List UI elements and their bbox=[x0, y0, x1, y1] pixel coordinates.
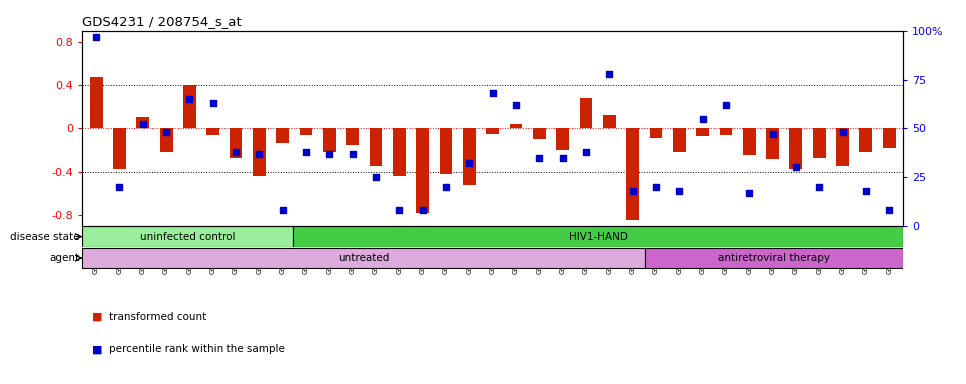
Point bbox=[205, 100, 220, 106]
Point bbox=[742, 190, 757, 196]
Bar bbox=[207, 128, 219, 135]
Bar bbox=[323, 128, 336, 152]
Point bbox=[298, 149, 314, 155]
Point bbox=[439, 184, 454, 190]
Point bbox=[322, 151, 337, 157]
Point bbox=[182, 96, 197, 102]
Point bbox=[368, 174, 384, 180]
Point bbox=[415, 207, 431, 214]
Bar bbox=[393, 128, 406, 176]
Bar bbox=[766, 128, 779, 159]
Bar bbox=[789, 128, 803, 169]
Point bbox=[345, 151, 360, 157]
Point bbox=[765, 131, 781, 137]
Bar bbox=[82, 226, 294, 247]
Bar bbox=[696, 128, 709, 136]
Point bbox=[811, 184, 827, 190]
Text: ■: ■ bbox=[92, 312, 102, 322]
Point bbox=[275, 207, 291, 214]
Point bbox=[579, 149, 594, 155]
Bar bbox=[346, 128, 359, 144]
Point bbox=[88, 33, 103, 40]
Bar bbox=[370, 128, 383, 166]
Bar bbox=[860, 128, 872, 152]
Bar bbox=[533, 128, 546, 139]
Bar bbox=[837, 128, 849, 166]
Bar bbox=[743, 128, 755, 156]
Bar bbox=[603, 115, 615, 128]
Bar bbox=[463, 128, 475, 185]
Bar bbox=[580, 98, 592, 128]
Point bbox=[882, 207, 897, 214]
Bar bbox=[645, 248, 903, 268]
Bar bbox=[82, 248, 645, 268]
Point bbox=[531, 154, 547, 161]
Point bbox=[252, 151, 268, 157]
Point bbox=[462, 161, 477, 167]
Bar bbox=[486, 128, 499, 134]
Text: transformed count: transformed count bbox=[109, 312, 207, 322]
Point bbox=[648, 184, 664, 190]
Point bbox=[835, 129, 850, 135]
Point bbox=[788, 164, 804, 170]
Point bbox=[135, 121, 151, 127]
Bar bbox=[159, 128, 173, 152]
Text: percentile rank within the sample: percentile rank within the sample bbox=[109, 344, 285, 354]
Point bbox=[228, 149, 243, 155]
Bar bbox=[113, 128, 126, 169]
Text: disease state: disease state bbox=[11, 232, 80, 242]
Point bbox=[602, 71, 617, 77]
Text: uninfected control: uninfected control bbox=[140, 232, 236, 242]
Text: ■: ■ bbox=[92, 344, 102, 354]
Point bbox=[508, 102, 524, 108]
Point bbox=[554, 154, 570, 161]
Bar bbox=[626, 128, 639, 220]
Bar bbox=[230, 128, 242, 157]
Bar bbox=[440, 128, 452, 174]
Bar bbox=[720, 128, 732, 135]
Bar bbox=[90, 77, 102, 128]
Point bbox=[158, 129, 174, 135]
Point bbox=[485, 90, 500, 96]
Bar bbox=[510, 124, 523, 128]
Bar bbox=[253, 128, 266, 176]
Point bbox=[718, 102, 733, 108]
Text: untreated: untreated bbox=[338, 253, 389, 263]
Text: agent: agent bbox=[49, 253, 80, 263]
Bar bbox=[183, 85, 196, 128]
Point bbox=[625, 188, 640, 194]
Bar bbox=[276, 128, 289, 144]
Text: GDS4231 / 208754_s_at: GDS4231 / 208754_s_at bbox=[82, 15, 242, 28]
Text: antiretroviral therapy: antiretroviral therapy bbox=[718, 253, 830, 263]
Bar bbox=[883, 128, 895, 148]
Bar bbox=[299, 128, 312, 135]
Bar bbox=[812, 128, 826, 157]
Point bbox=[671, 188, 687, 194]
Point bbox=[391, 207, 407, 214]
Text: HIV1-HAND: HIV1-HAND bbox=[569, 232, 628, 242]
Bar bbox=[136, 118, 149, 128]
Bar bbox=[673, 128, 686, 152]
Point bbox=[112, 184, 128, 190]
Bar bbox=[416, 128, 429, 213]
Bar bbox=[649, 128, 663, 138]
Point bbox=[858, 188, 873, 194]
Point bbox=[695, 116, 710, 122]
Bar bbox=[556, 128, 569, 150]
Bar bbox=[294, 226, 903, 247]
